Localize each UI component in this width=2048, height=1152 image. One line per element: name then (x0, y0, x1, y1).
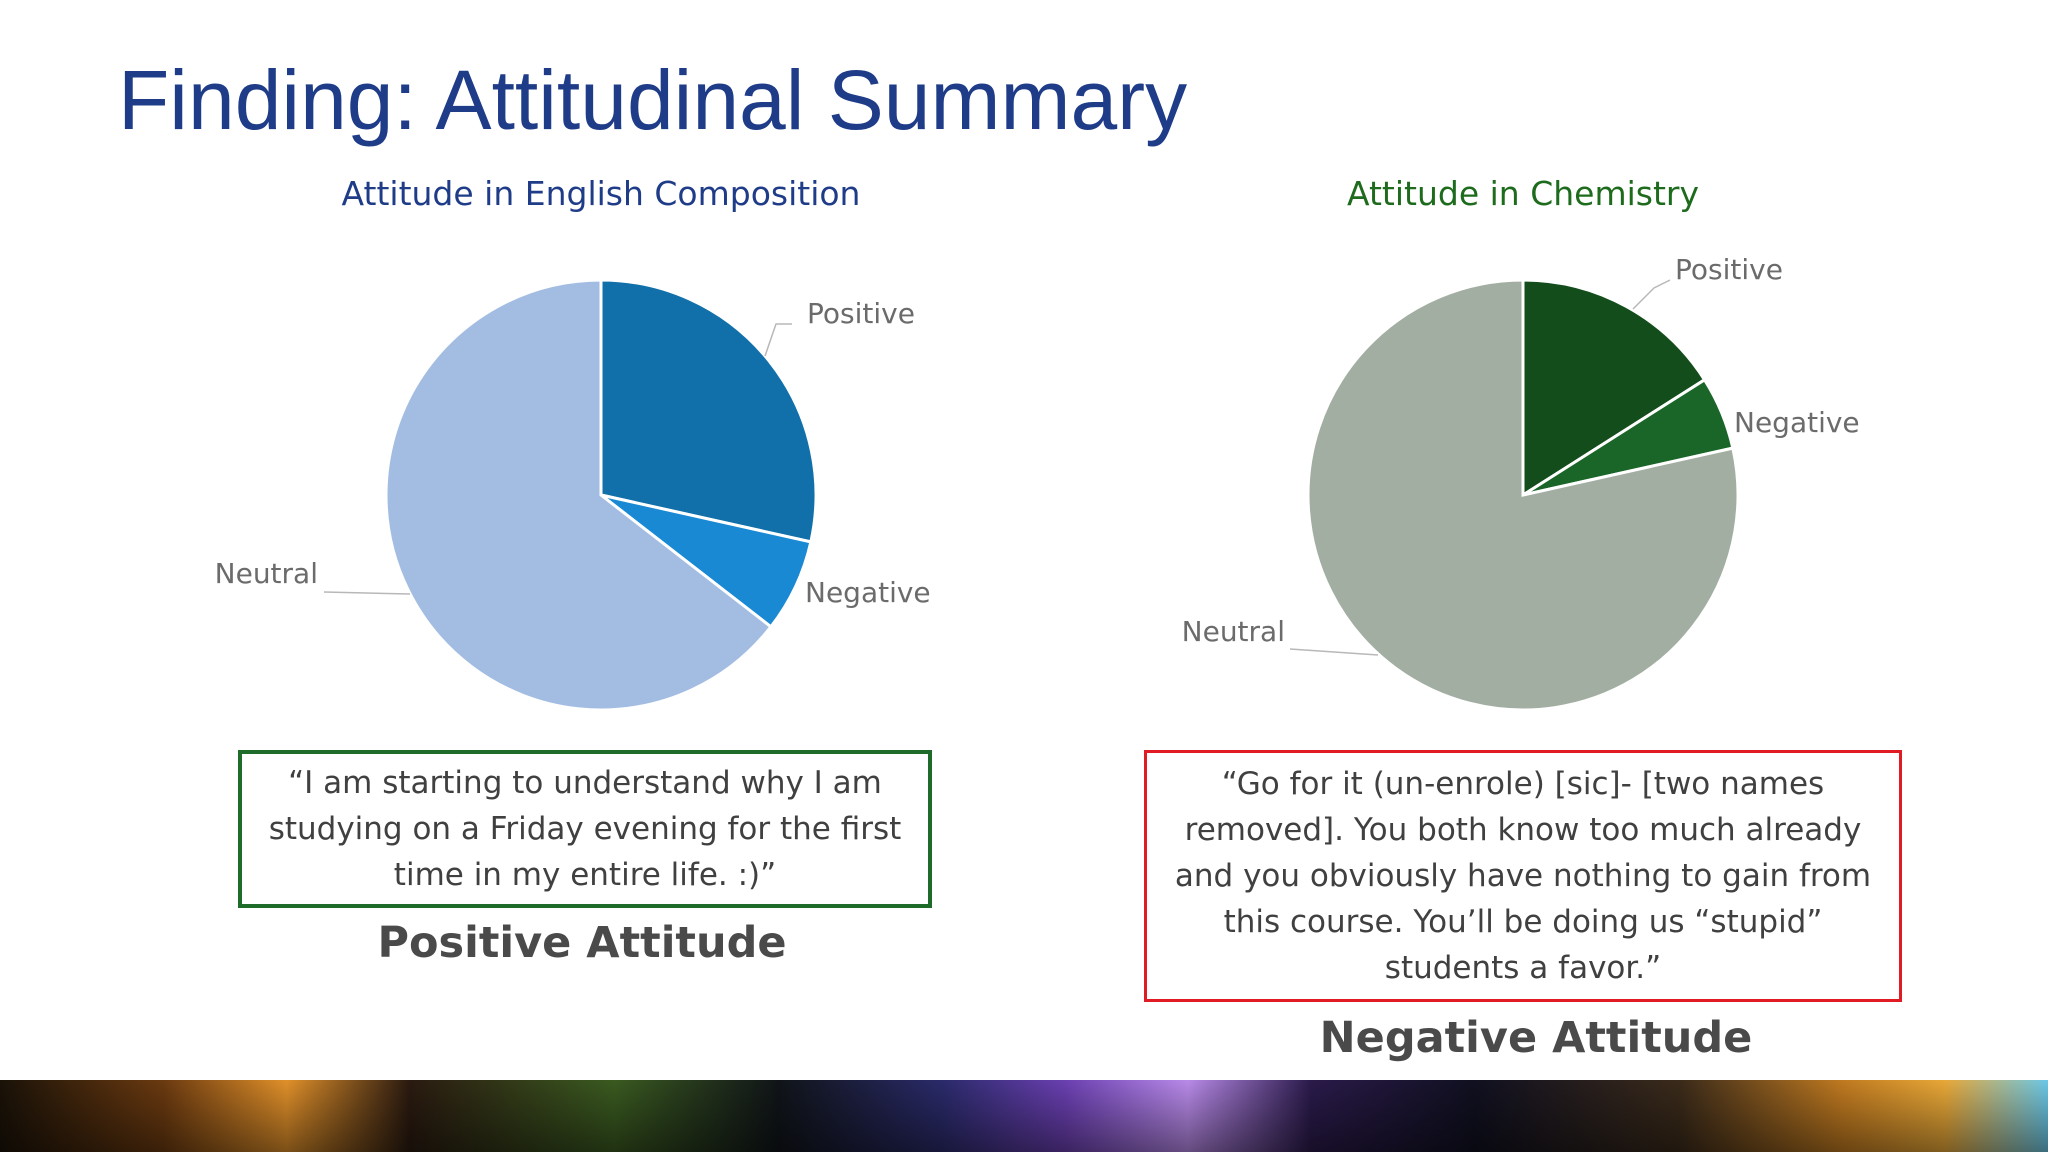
data-label-chemistry-negative: Negative (1734, 406, 1860, 439)
data-label-chemistry-neutral: Neutral (1182, 615, 1285, 648)
negative-attitude-label: Negative Attitude (1319, 1013, 1753, 1063)
leader-line-english-neutral (323, 591, 411, 595)
data-label-chemistry-positive: Positive (1675, 253, 1783, 286)
data-label-english-negative: Negative (805, 576, 931, 609)
pie-slice-english-positive (599, 278, 818, 544)
quote-box-negative: “Go for it (un-enrole) [sic]- [two names… (1144, 750, 1902, 1002)
leader-line-english-positive (764, 323, 792, 357)
data-label-english-positive: Positive (807, 297, 915, 330)
quote-box-positive: “I am starting to understand why I am st… (238, 750, 932, 908)
chart-title-english: Attitude in English Composition (341, 174, 861, 213)
pie-slice-chemistry-positive (1521, 278, 1707, 498)
positive-attitude-label: Positive Attitude (377, 918, 787, 968)
pie-slice-chemistry-neutral (1306, 278, 1740, 712)
pie-slice-english-neutral (384, 278, 773, 712)
quote-text-positive: “I am starting to understand why I am st… (268, 765, 902, 893)
quote-text-negative: “Go for it (un-enrole) [sic]- [two names… (1174, 766, 1872, 986)
decorative-footer-band (0, 1080, 2048, 1152)
chart-title-chemistry: Attitude in Chemistry (1346, 174, 1700, 213)
data-label-english-neutral: Neutral (215, 557, 318, 590)
slide-title: Finding: Attitudinal Summary (118, 53, 1188, 147)
leader-line-chemistry-positive (1632, 279, 1671, 310)
leader-line-chemistry-neutral (1289, 648, 1379, 656)
